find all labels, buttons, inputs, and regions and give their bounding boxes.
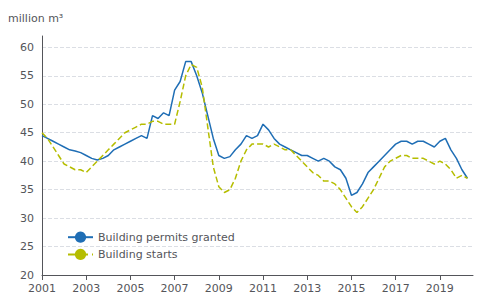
svg-text:Building starts: Building starts — [98, 248, 178, 261]
svg-text:2019: 2019 — [426, 282, 454, 295]
svg-text:30: 30 — [20, 212, 34, 225]
svg-text:35: 35 — [20, 183, 34, 196]
svg-text:45: 45 — [20, 126, 34, 139]
svg-text:2013: 2013 — [293, 282, 321, 295]
svg-text:55: 55 — [20, 69, 34, 82]
svg-text:20: 20 — [20, 269, 34, 282]
svg-text:25: 25 — [20, 240, 34, 253]
svg-text:2009: 2009 — [205, 282, 233, 295]
svg-text:2003: 2003 — [72, 282, 100, 295]
svg-text:2005: 2005 — [116, 282, 144, 295]
svg-text:million m³: million m³ — [8, 12, 63, 25]
svg-text:2015: 2015 — [337, 282, 365, 295]
svg-text:60: 60 — [20, 41, 34, 54]
svg-text:Building permits granted: Building permits granted — [98, 231, 235, 244]
svg-text:2011: 2011 — [249, 282, 277, 295]
svg-text:2007: 2007 — [161, 282, 189, 295]
svg-text:2001: 2001 — [28, 282, 56, 295]
svg-text:50: 50 — [20, 98, 34, 111]
svg-text:40: 40 — [20, 155, 34, 168]
svg-text:2017: 2017 — [382, 282, 410, 295]
